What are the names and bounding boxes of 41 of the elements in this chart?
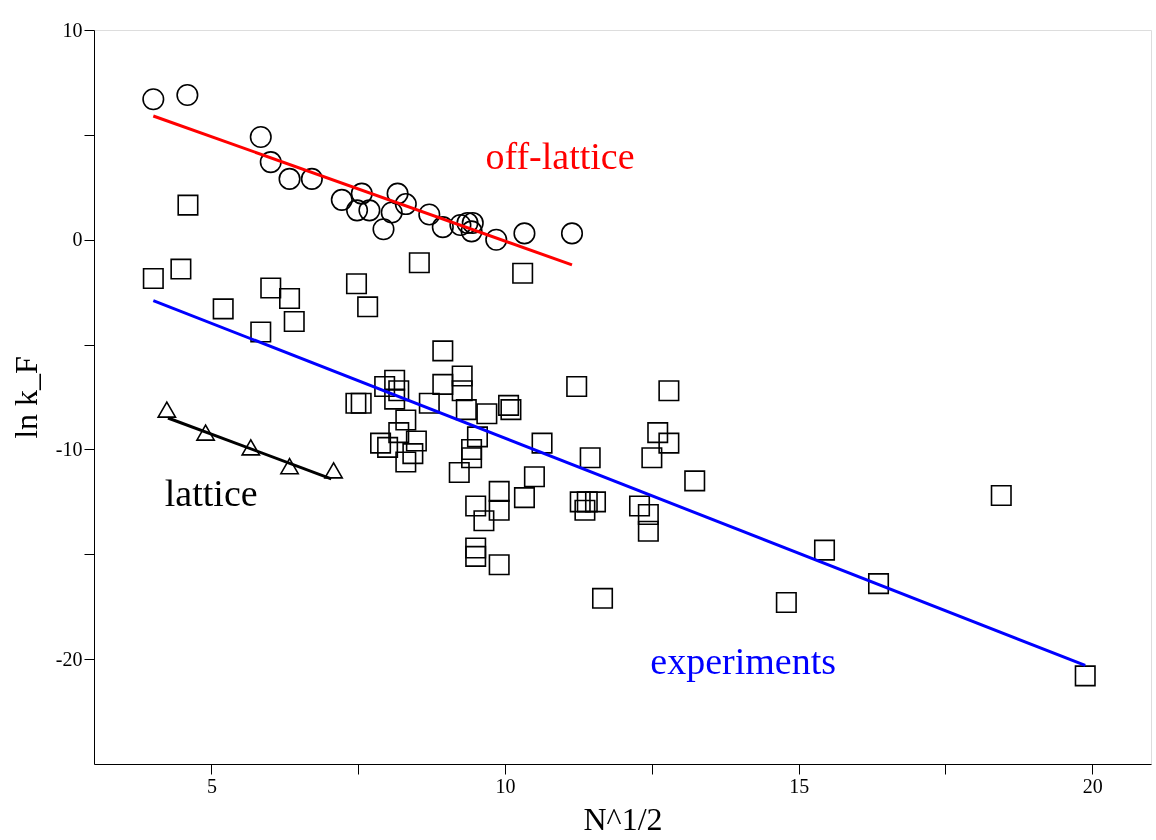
point bbox=[157, 401, 177, 418]
point bbox=[456, 211, 479, 234]
point bbox=[386, 182, 409, 205]
point bbox=[485, 228, 508, 251]
point bbox=[513, 222, 536, 245]
point bbox=[278, 167, 301, 190]
y-tick-label: -20 bbox=[55, 647, 83, 670]
point bbox=[372, 218, 395, 241]
point bbox=[380, 201, 403, 224]
x-tick-label: 15 bbox=[789, 774, 810, 797]
point bbox=[418, 203, 441, 226]
point bbox=[330, 188, 353, 211]
point bbox=[461, 211, 484, 234]
x-tick-label: 5 bbox=[206, 774, 217, 797]
y-tick-label: -10 bbox=[55, 437, 83, 460]
series-label: lattice bbox=[164, 471, 258, 514]
x-tick-label: 20 bbox=[1082, 774, 1103, 797]
x-axis-title: N^1/2 bbox=[583, 800, 663, 837]
point bbox=[350, 182, 373, 205]
point bbox=[431, 216, 454, 239]
point bbox=[560, 222, 584, 245]
point bbox=[346, 199, 369, 222]
point bbox=[142, 88, 165, 111]
point bbox=[249, 125, 272, 148]
series-label: experiments bbox=[650, 640, 837, 683]
point bbox=[259, 151, 282, 174]
y-tick-label: 0 bbox=[72, 228, 83, 251]
series-label: off-lattice bbox=[485, 134, 635, 177]
point bbox=[449, 214, 472, 237]
point bbox=[324, 462, 344, 479]
point bbox=[280, 457, 299, 475]
y-tick-label: 10 bbox=[62, 18, 83, 41]
y-axis-title: ln k_F bbox=[7, 356, 44, 439]
x-tick-label: 10 bbox=[495, 774, 516, 797]
point bbox=[300, 167, 323, 190]
point bbox=[196, 424, 216, 441]
point bbox=[358, 199, 381, 222]
point bbox=[394, 193, 417, 216]
point bbox=[460, 220, 483, 243]
point bbox=[241, 439, 261, 456]
point bbox=[176, 83, 199, 107]
